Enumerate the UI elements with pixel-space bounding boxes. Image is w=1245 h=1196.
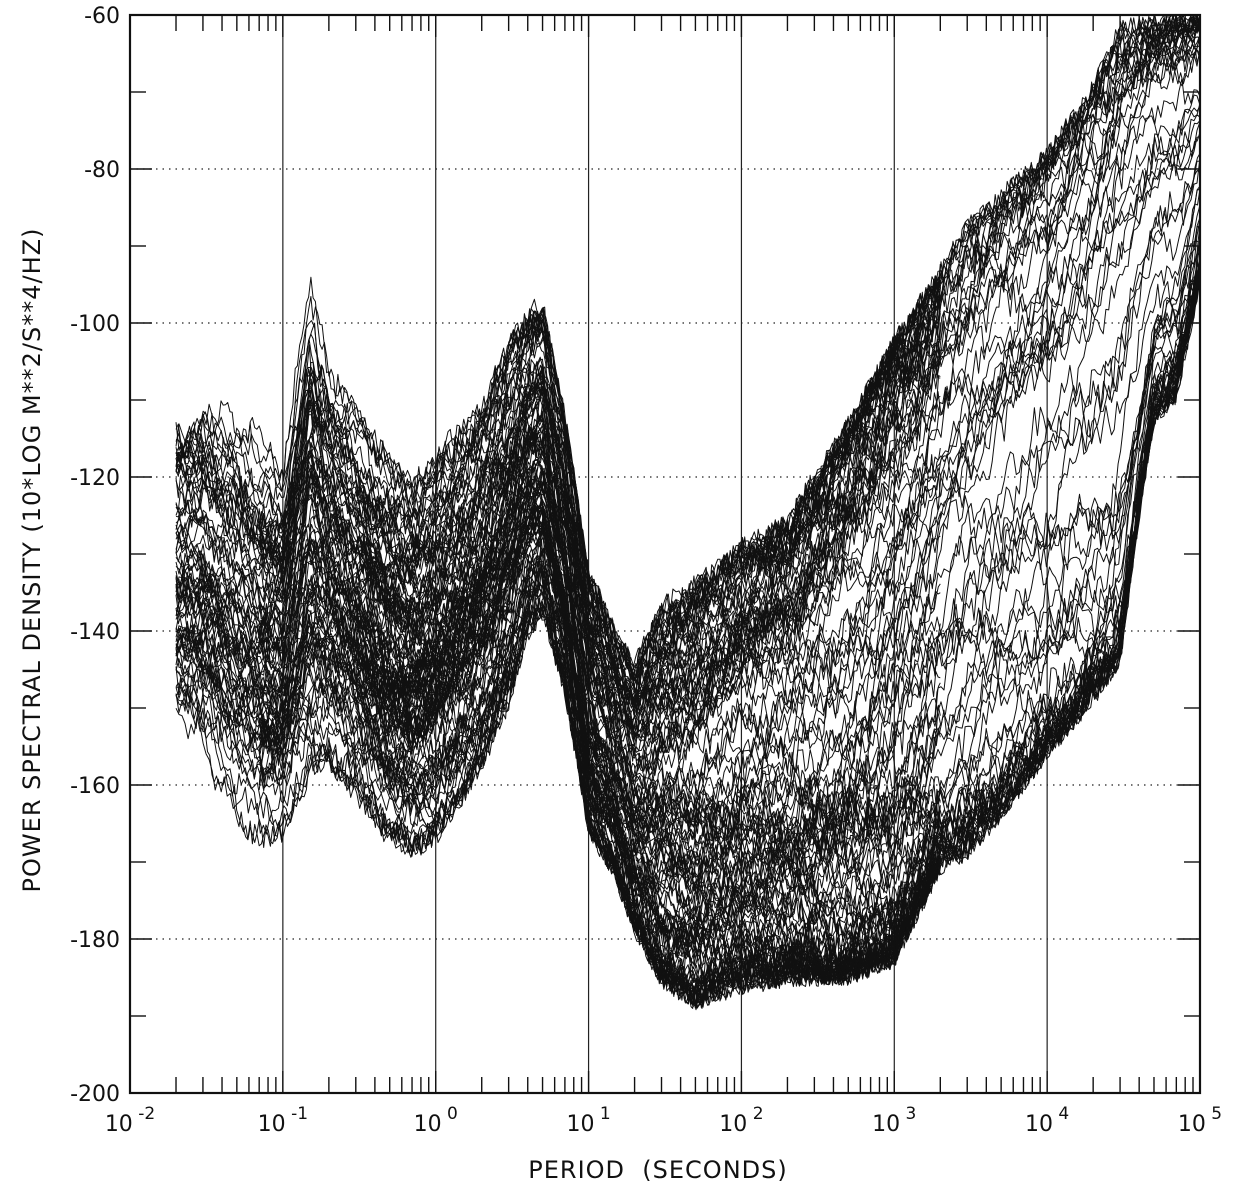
psd-trace — [175, 27, 1201, 737]
psd-trace — [175, 276, 941, 672]
psd-trace — [175, 133, 1201, 669]
y-tick-label: -60 — [84, 4, 120, 29]
psd-trace — [175, 114, 1201, 718]
psd-trace — [175, 78, 1201, 822]
tick-marks — [129, 14, 1200, 1094]
x-tick-label: 10 3 — [872, 1104, 916, 1137]
psd-trace — [175, 322, 941, 727]
trace-layer — [175, 14, 1201, 1011]
psd-trace — [355, 153, 1201, 901]
y-tick-label: -120 — [70, 466, 120, 491]
x-tick-label: 10 2 — [719, 1104, 763, 1137]
y-tick-label: -200 — [70, 1082, 120, 1107]
psd-trace — [175, 447, 941, 902]
psd-trace — [355, 462, 941, 859]
psd-trace — [175, 268, 1201, 953]
y-tick-label: -80 — [84, 158, 120, 183]
psd-trace — [175, 160, 1201, 899]
psd-trace — [175, 240, 1201, 922]
y-axis-label: POWER SPECTRAL DENSITY (10*LOG M**2/S**4… — [18, 228, 46, 893]
psd-trace — [258, 169, 1201, 849]
psd-trace — [175, 94, 1201, 861]
x-tick-label: 10 1 — [566, 1104, 610, 1137]
psd-trace — [175, 14, 1201, 703]
psd-trace — [175, 286, 941, 718]
psd-trace — [175, 22, 1201, 706]
psd-trace — [355, 576, 941, 1009]
x-tick-label: 10 5 — [1178, 1104, 1222, 1137]
psd-trace — [258, 188, 1201, 909]
psd-trace — [355, 21, 1201, 757]
psd-trace — [175, 27, 1201, 740]
psd-trace — [175, 241, 1201, 896]
psd-trace — [355, 271, 1201, 1011]
psd-trace — [258, 438, 941, 982]
psd-trace — [258, 14, 1201, 671]
psd-trace — [258, 44, 1201, 772]
x-axis-label: PERIOD (SECONDS) — [528, 1156, 787, 1184]
psd-trace — [258, 605, 941, 1006]
grid-layer — [130, 15, 1200, 1093]
psd-trace — [355, 315, 941, 732]
y-tick-label: -160 — [70, 774, 120, 799]
psd-trace — [175, 507, 941, 1008]
x-tick-label: 10 0 — [414, 1104, 458, 1137]
psd-trace — [175, 270, 1201, 944]
y-tick-label: -180 — [70, 928, 120, 953]
psd-trace — [175, 39, 1201, 789]
psd-trace — [175, 14, 1201, 716]
psd-trace — [258, 120, 1201, 843]
psd-trace — [175, 14, 1201, 705]
x-tick-label: 10 4 — [1025, 1104, 1069, 1137]
x-tick-label: 10 -2 — [105, 1104, 155, 1137]
psd-trace — [258, 255, 1201, 985]
psd-trace — [175, 219, 1201, 800]
y-tick-label: -100 — [70, 312, 120, 337]
psd-trace — [355, 363, 941, 754]
y-tick-label: -140 — [70, 620, 120, 645]
x-tick-label: 10 -1 — [258, 1104, 308, 1137]
